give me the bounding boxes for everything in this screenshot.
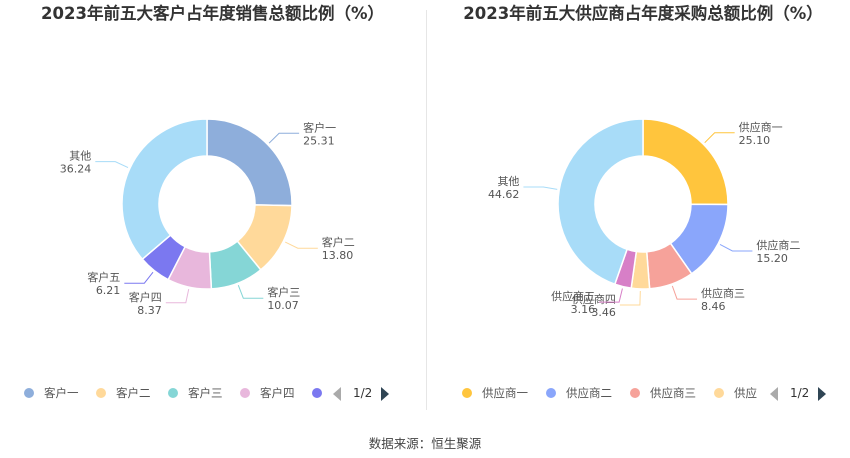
slice-category-label: 客户五: [87, 270, 120, 284]
label-leader-line: [124, 271, 154, 284]
legend-label: 供应商二: [566, 386, 612, 400]
legend-pager: 1/2: [770, 385, 830, 401]
label-leader-line: [523, 186, 558, 190]
legend-swatch-icon: [630, 388, 640, 398]
slice-value-label: 8.46: [701, 300, 726, 313]
donut-slice[interactable]: [557, 118, 644, 286]
legend-next-arrow-icon[interactable]: [818, 387, 826, 401]
legend-swatch-icon: [714, 388, 724, 398]
chart-title: 2023年前五大供应商占年度采购总额比例（%）: [463, 4, 823, 23]
legend-pager: 1/2: [333, 385, 393, 401]
slice-value-label: 15.20: [756, 252, 788, 265]
legend-item[interactable]: 供应商二: [546, 386, 612, 400]
legend-label: 供应商三: [650, 386, 696, 400]
legend-label: 客户一: [44, 386, 79, 400]
customer-chart-panel: 2023年前五大客户占年度销售总额比例（%） 客户一 25.31 客户二 13.80 客…: [0, 0, 425, 410]
slice-value-label: 6.21: [96, 284, 121, 297]
legend-next-arrow-icon[interactable]: [381, 387, 389, 401]
slice-value-label: 25.10: [739, 134, 771, 147]
label-leader-line: [671, 285, 698, 300]
slice-value-label: 13.80: [322, 249, 354, 262]
legend-swatch-icon: [240, 388, 250, 398]
legend-item[interactable]: 供应商三: [630, 386, 696, 400]
label-leader-line: [704, 132, 735, 144]
legend-swatch-icon: [168, 388, 178, 398]
slice-category-label: 其他: [497, 175, 519, 188]
label-leader-line: [95, 161, 129, 169]
legend-item[interactable]: 供应: [714, 386, 757, 400]
slice-category-label: 客户三: [267, 285, 300, 299]
legend-swatch-icon: [546, 388, 556, 398]
donut-slice[interactable]: [206, 118, 293, 207]
slice-value-label: 44.62: [488, 188, 520, 201]
chart-title: 2023年前五大客户占年度销售总额比例（%）: [41, 4, 384, 23]
chart-legend: 1/2 供应商一 供应商二 供应商三 供应: [428, 382, 850, 404]
label-leader-line: [237, 284, 264, 299]
donut-slice[interactable]: [121, 118, 208, 261]
legend-page-indicator: 1/2: [353, 386, 373, 400]
legend-label: 供应商一: [482, 386, 528, 400]
slice-category-label: 供应商五: [551, 289, 595, 303]
legend-label: 客户三: [188, 386, 223, 400]
label-leader-line: [268, 132, 300, 144]
legend-label: 客户四: [260, 386, 295, 400]
slice-category-label: 客户一: [303, 120, 336, 134]
slice-value-label: 8.37: [137, 304, 162, 317]
legend-item[interactable]: 客户二: [96, 386, 151, 400]
label-leader-line: [165, 288, 190, 304]
legend-swatch-icon: [462, 388, 472, 398]
supplier-donut-chart: 供应商一25.10供应商二15.20供应商三8.46供应商四3.46供应商五3.…: [488, 118, 800, 319]
slice-category-label: 供应商一: [739, 120, 783, 134]
slice-value-label: 25.31: [303, 134, 335, 147]
legend-item[interactable]: 客户四: [240, 386, 295, 400]
donut-slice[interactable]: [642, 118, 729, 206]
panel-divider: [426, 10, 427, 410]
slice-category-label: 供应商二: [756, 238, 800, 252]
legend-label: 客户二: [116, 386, 151, 400]
legend-item[interactable]: [312, 386, 332, 400]
legend-page-indicator: 1/2: [790, 386, 810, 400]
legend-swatch-icon: [96, 388, 106, 398]
legend-item[interactable]: 客户三: [168, 386, 223, 400]
data-source-note: 数据来源：恒生聚源: [368, 436, 482, 451]
chart-legend: 1/2 客户一 客户二 客户三 客户四: [0, 382, 425, 404]
slice-category-label: 客户二: [322, 235, 355, 249]
legend-swatch-icon: [24, 388, 34, 398]
legend-item[interactable]: 客户一: [24, 386, 79, 400]
label-leader-line: [619, 290, 641, 306]
slice-value-label: 3.16: [571, 303, 596, 316]
slice-category-label: 供应商三: [701, 286, 745, 300]
legend-prev-arrow-icon[interactable]: [333, 387, 341, 401]
slice-value-label: 3.46: [591, 306, 616, 319]
slice-value-label: 10.07: [267, 299, 299, 312]
slice-value-label: 36.24: [60, 163, 92, 176]
legend-prev-arrow-icon[interactable]: [770, 387, 778, 401]
label-leader-line: [599, 288, 623, 303]
label-leader-line: [285, 241, 318, 249]
supplier-chart-panel: 2023年前五大供应商占年度采购总额比例（%） 供应商一 25.10 供应商二 15.…: [428, 0, 850, 410]
slice-category-label: 其他: [69, 150, 91, 163]
legend-item[interactable]: 供应商一: [462, 386, 528, 400]
legend-label: 供应: [734, 386, 757, 400]
legend-swatch-icon: [312, 388, 322, 398]
slice-category-label: 客户四: [129, 290, 162, 304]
label-leader-line: [719, 244, 753, 252]
